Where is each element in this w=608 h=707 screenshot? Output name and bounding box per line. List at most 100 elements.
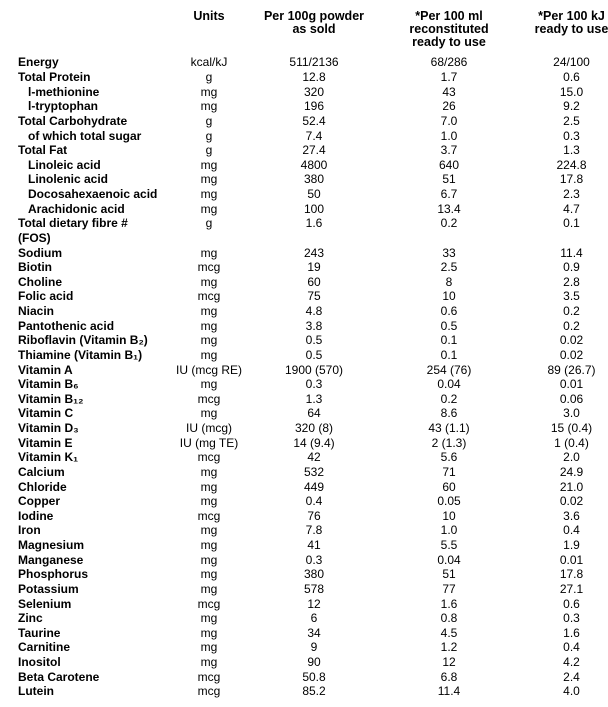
table-row: Total Fatg27.43.71.3 [14,143,608,158]
table-row: Magnesiummg415.51.9 [14,538,608,553]
cell-units: mg [164,246,254,261]
cell-c2: 0.2 [374,392,524,407]
cell-c1: 90 [254,655,374,670]
cell-c2: 51 [374,172,524,187]
cell-c3: 0.02 [524,333,608,348]
cell-c2: 7.0 [374,114,524,129]
nutrient-name: Taurine [14,626,164,641]
table-row: l-methioninemg3204315.0 [14,85,608,100]
cell-c1: 0.3 [254,553,374,568]
cell-c1: 75 [254,289,374,304]
cell-units: mg [164,523,254,538]
cell-c3: 0.1 [524,216,608,245]
nutrient-name: Manganese [14,553,164,568]
cell-c2: 0.1 [374,333,524,348]
cell-c1: 19 [254,260,374,275]
cell-c3: 3.0 [524,406,608,421]
cell-c2: 1.6 [374,597,524,612]
table-row: Docosahexaenoic acidmg506.72.3 [14,187,608,202]
nutrient-name: Energy [14,55,164,70]
cell-c2: 43 (1.1) [374,421,524,436]
cell-c2: 0.6 [374,304,524,319]
cell-units: g [164,70,254,85]
cell-c3: 0.02 [524,494,608,509]
cell-c2: 0.5 [374,319,524,334]
table-row: Vitamin B₆mg0.30.040.01 [14,377,608,392]
cell-c1: 1.6 [254,216,374,245]
table-row: Inositolmg90124.2 [14,655,608,670]
cell-units: mg [164,85,254,100]
table-row: Luteinmcg85.211.44.0 [14,684,608,699]
nutrient-name: Beta Carotene [14,670,164,685]
cell-units: mg [164,158,254,173]
table-row: Energykcal/kJ511/213668/28624/100 [14,55,608,70]
nutrient-name: Selenium [14,597,164,612]
cell-c3: 17.8 [524,567,608,582]
table-row: Vitamin D₃IU (mcg)320 (8)43 (1.1)15 (0.4… [14,421,608,436]
nutrient-name: Vitamin C [14,406,164,421]
nutrient-name: Thiamine (Vitamin B₁) [14,348,164,363]
cell-c3: 0.3 [524,129,608,144]
table-row: Calciummg5327124.9 [14,465,608,480]
cell-units: mg [164,406,254,421]
cell-c1: 100 [254,202,374,217]
cell-c1: 42 [254,450,374,465]
nutrient-name: Calcium [14,465,164,480]
table-row: Iodinemcg76103.6 [14,509,608,524]
cell-c2: 0.05 [374,494,524,509]
cell-units: mg [164,333,254,348]
nutrient-name: Carnitine [14,640,164,655]
nutrient-name: l-tryptophan [14,99,164,114]
nutrient-name: Linolenic acid [14,172,164,187]
cell-c2: 77 [374,582,524,597]
nutrient-name: Total dietary fibre # (FOS) [14,216,164,245]
cell-c1: 76 [254,509,374,524]
cell-c1: 4.8 [254,304,374,319]
nutrient-name: Total Carbohydrate [14,114,164,129]
cell-c2: 71 [374,465,524,480]
cell-c3: 1.9 [524,538,608,553]
cell-c2: 1.0 [374,129,524,144]
table-row: Arachidonic acidmg10013.44.7 [14,202,608,217]
cell-units: mcg [164,670,254,685]
table-row: Pantothenic acidmg3.80.50.2 [14,319,608,334]
cell-units: mg [164,582,254,597]
cell-c2: 2.5 [374,260,524,275]
nutrient-name: Vitamin E [14,436,164,451]
cell-c3: 4.0 [524,684,608,699]
cell-c3: 24.9 [524,465,608,480]
table-body: Energykcal/kJ511/213668/28624/100Total P… [14,55,608,699]
cell-c1: 52.4 [254,114,374,129]
table-row: Ironmg7.81.00.4 [14,523,608,538]
cell-units: mg [164,275,254,290]
cell-c3: 224.8 [524,158,608,173]
cell-c2: 26 [374,99,524,114]
cell-units: mg [164,202,254,217]
cell-c3: 0.01 [524,377,608,392]
table-row: Potassiummg5787727.1 [14,582,608,597]
cell-c3: 2.0 [524,450,608,465]
cell-units: g [164,143,254,158]
nutrient-name: Vitamin A [14,363,164,378]
cell-c2: 254 (76) [374,363,524,378]
cell-c3: 2.5 [524,114,608,129]
cell-c2: 6.7 [374,187,524,202]
col-header-per100ml: *Per 100 ml reconstitutedready to use [374,8,524,55]
nutrient-name: Pantothenic acid [14,319,164,334]
table-row: Niacinmg4.80.60.2 [14,304,608,319]
cell-units: mcg [164,684,254,699]
table-row: Total dietary fibre # (FOS)g1.60.20.1 [14,216,608,245]
table-row: Manganesemg0.30.040.01 [14,553,608,568]
cell-units: mg [164,480,254,495]
table-row: Thiamine (Vitamin B₁)mg0.50.10.02 [14,348,608,363]
cell-c3: 2.8 [524,275,608,290]
cell-c1: 0.5 [254,348,374,363]
cell-c2: 8.6 [374,406,524,421]
cell-units: mg [164,377,254,392]
table-row: Total Proteing12.81.70.6 [14,70,608,85]
cell-c1: 243 [254,246,374,261]
table-row: Beta Carotenemcg50.86.82.4 [14,670,608,685]
table-row: Chloridemg4496021.0 [14,480,608,495]
nutrient-name: Docosahexaenoic acid [14,187,164,202]
cell-c2: 2 (1.3) [374,436,524,451]
